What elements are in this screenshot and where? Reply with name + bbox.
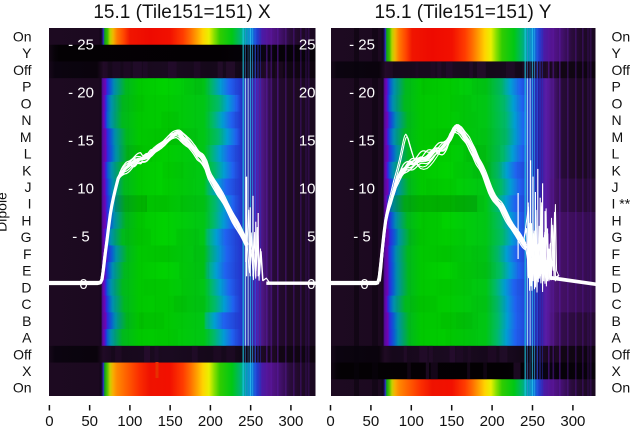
svg-text:200: 200 [198,413,223,430]
svg-text:J: J [612,179,619,195]
svg-text:K: K [612,162,622,178]
svg-text:N: N [21,112,31,128]
svg-text:- 5: - 5 [353,228,371,245]
svg-text:C: C [612,296,622,312]
svg-text:20: 20 [299,84,316,101]
svg-text:25: 25 [299,37,316,54]
svg-text:- 20: - 20 [68,84,94,101]
svg-text:D: D [612,279,622,295]
svg-text:A: A [22,330,32,346]
svg-text:- 25: - 25 [68,37,94,54]
svg-text:100: 100 [399,413,424,430]
svg-text:50: 50 [81,413,98,430]
svg-text:Y: Y [22,45,32,61]
svg-text:P: P [612,79,621,95]
svg-text:10: 10 [299,180,316,197]
svg-text:On: On [13,380,32,396]
svg-text:0: 0 [326,413,334,430]
svg-text:B: B [22,313,31,329]
svg-text:I: I [28,196,32,212]
svg-text:M: M [612,129,624,145]
svg-text:150: 150 [158,413,183,430]
svg-text:I **: I ** [612,196,631,212]
svg-text:50: 50 [363,413,380,430]
svg-text:On: On [612,380,631,396]
svg-text:D: D [21,279,31,295]
svg-text:0: 0 [45,413,53,430]
svg-text:X: X [22,363,32,379]
svg-text:- 25: - 25 [349,37,375,54]
svg-text:On: On [612,29,631,45]
svg-text:- 15: - 15 [68,132,94,149]
svg-text:Y: Y [612,45,622,61]
svg-text:300: 300 [278,413,303,430]
svg-text:F: F [612,246,621,262]
svg-text:Off: Off [612,62,631,78]
svg-text:A: A [612,330,622,346]
svg-text:- 5: - 5 [72,228,90,245]
svg-text:G: G [612,229,623,245]
svg-text:On: On [13,29,32,45]
svg-text:F: F [23,246,32,262]
svg-text:0: 0 [360,276,368,293]
svg-text:P: P [22,79,31,95]
svg-text:H: H [21,213,31,229]
svg-text:- 10: - 10 [349,180,375,197]
svg-text:100: 100 [117,413,142,430]
svg-text:- 10: - 10 [68,180,94,197]
svg-text:0: 0 [79,276,87,293]
svg-text:B: B [612,313,621,329]
svg-text:E: E [612,263,621,279]
svg-text:L: L [612,146,620,162]
svg-text:H: H [612,213,622,229]
svg-text:M: M [20,129,32,145]
svg-text:K: K [22,162,32,178]
svg-text:G: G [21,229,32,245]
svg-text:- 20: - 20 [349,84,375,101]
svg-text:15.1 (Tile151=151) X: 15.1 (Tile151=151) X [93,2,271,23]
svg-text:L: L [24,146,32,162]
svg-text:250: 250 [520,413,545,430]
svg-text:- 15: - 15 [349,132,375,149]
svg-text:0: 0 [307,276,315,293]
svg-text:Off: Off [612,346,631,362]
svg-text:X: X [612,363,622,379]
svg-text:15: 15 [299,132,316,149]
svg-text:C: C [21,296,31,312]
svg-text:150: 150 [439,413,464,430]
svg-text:O: O [21,95,32,111]
svg-text:200: 200 [480,413,505,430]
svg-text:Off: Off [13,346,32,362]
svg-text:300: 300 [560,413,585,430]
svg-text:Off: Off [13,62,32,78]
svg-text:N: N [612,112,622,128]
svg-text:Dipole: Dipole [0,192,10,232]
svg-text:15.1 (Tile151=151) Y: 15.1 (Tile151=151) Y [375,2,552,23]
svg-text:E: E [22,263,31,279]
svg-text:O: O [612,95,623,111]
svg-text:J: J [25,179,32,195]
svg-text:5: 5 [307,228,315,245]
svg-text:250: 250 [238,413,263,430]
